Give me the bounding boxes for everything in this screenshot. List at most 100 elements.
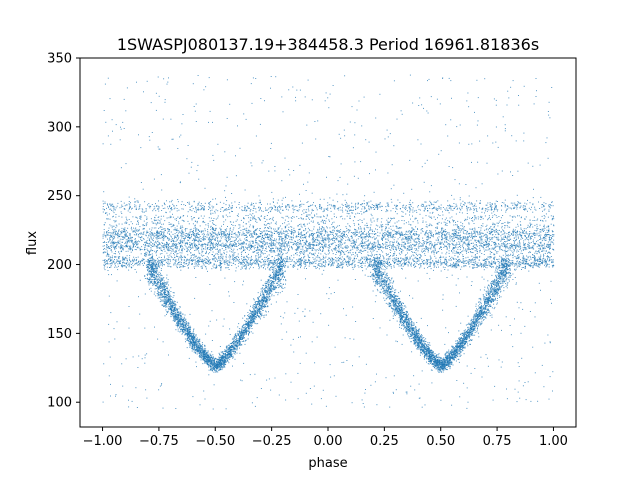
data-point: [486, 238, 488, 240]
data-point: [392, 258, 394, 260]
data-point: [203, 264, 205, 266]
data-point: [459, 208, 461, 210]
data-point: [327, 233, 329, 235]
data-point: [481, 232, 483, 234]
data-point: [184, 266, 186, 267]
data-point: [358, 228, 360, 230]
data-point: [421, 245, 423, 247]
data-point: [412, 238, 414, 240]
data-point: [232, 221, 234, 223]
data-point: [460, 239, 462, 241]
data-point: [201, 267, 203, 269]
data-point: [244, 262, 246, 264]
data-point: [435, 201, 437, 203]
data-point: [130, 245, 132, 247]
data-point: [529, 237, 531, 239]
data-point: [535, 234, 536, 236]
data-point: [480, 245, 482, 247]
data-point: [338, 257, 340, 259]
data-point: [177, 256, 179, 258]
data-point: [327, 209, 329, 211]
data-point: [348, 261, 350, 263]
data-point: [211, 209, 213, 211]
data-point: [143, 244, 145, 246]
data-point: [224, 210, 226, 211]
data-point: [129, 262, 131, 264]
data-point: [124, 265, 126, 267]
data-point: [183, 266, 185, 268]
data-point: [429, 205, 431, 207]
data-point: [525, 208, 527, 210]
data-point: [249, 248, 251, 249]
data-point: [317, 234, 319, 236]
data-point: [169, 259, 171, 261]
data-point: [154, 233, 156, 235]
data-point: [352, 259, 354, 261]
data-point: [312, 232, 314, 234]
data-point: [208, 257, 209, 259]
data-point: [158, 244, 160, 245]
data-point: [209, 207, 211, 209]
data-point: [469, 244, 471, 246]
data-point: [127, 210, 129, 212]
data-point: [347, 208, 349, 210]
data-point: [329, 197, 331, 199]
data-point: [441, 236, 443, 237]
data-point: [445, 262, 447, 264]
data-point: [142, 258, 144, 260]
data-point: [414, 233, 416, 235]
data-point: [485, 244, 487, 246]
data-point: [448, 205, 450, 207]
data-point: [209, 232, 211, 234]
data-point: [342, 247, 344, 249]
data-point: [226, 209, 228, 211]
data-point: [526, 258, 528, 260]
data-point: [524, 260, 526, 262]
data-point: [333, 234, 334, 236]
data-point: [247, 207, 249, 209]
data-point: [115, 233, 116, 234]
data-point: [159, 247, 161, 249]
data-point: [118, 246, 120, 248]
data-point: [262, 244, 264, 246]
data-point: [428, 204, 430, 206]
data-point: [404, 234, 405, 235]
data-point: [336, 234, 337, 236]
data-point: [110, 263, 112, 265]
data-point: [442, 230, 444, 232]
data-point: [420, 229, 422, 231]
data-point: [280, 208, 282, 210]
data-point: [453, 198, 455, 200]
data-point: [195, 206, 197, 208]
data-point: [377, 231, 379, 233]
data-point: [342, 261, 344, 263]
data-point: [156, 233, 158, 235]
data-point: [121, 266, 123, 268]
data-point: [546, 244, 548, 246]
data-point: [162, 228, 164, 230]
data-point: [429, 265, 431, 267]
data-point: [385, 223, 387, 225]
data-point: [413, 245, 415, 247]
data-point: [285, 206, 287, 208]
data-point: [474, 244, 476, 246]
data-point: [441, 263, 443, 265]
data-point: [476, 264, 478, 266]
data-point: [112, 216, 114, 218]
data-point: [483, 264, 485, 266]
data-point: [151, 227, 153, 229]
data-point: [317, 264, 319, 266]
data-point: [485, 260, 486, 262]
data-point: [185, 228, 186, 230]
data-point: [354, 231, 356, 233]
data-point: [276, 232, 278, 234]
data-point: [506, 243, 508, 245]
data-point: [325, 260, 327, 262]
data-point: [283, 231, 285, 233]
data-point: [416, 211, 418, 213]
data-point: [108, 241, 110, 243]
data-point: [200, 244, 202, 246]
data-point: [220, 239, 222, 241]
data-point: [382, 235, 383, 237]
data-point: [549, 204, 551, 205]
